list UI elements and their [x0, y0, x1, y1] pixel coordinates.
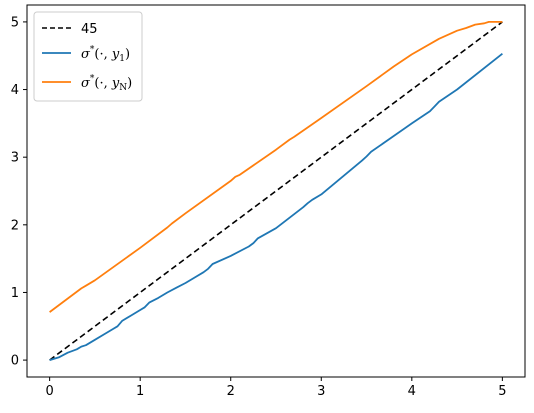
legend-label-yN: σ*(·, yN): [81, 74, 132, 93]
legend-yN-end: ): [127, 76, 132, 91]
x-tick-label: 3: [317, 384, 325, 399]
legend-y1-sigma: σ: [81, 47, 91, 62]
legend-yN-sub: N: [119, 83, 127, 93]
series-layer: [49, 21, 503, 361]
legend-box: [33, 11, 143, 102]
series-line-2: [49, 21, 503, 313]
x-tick-label: 1: [136, 384, 144, 399]
y-tick-label: 3: [11, 151, 19, 166]
y-axis: 0 1 2 3 4 5: [11, 15, 27, 369]
x-tick-label: 0: [45, 384, 53, 399]
legend-yN-sigma: σ: [81, 76, 91, 91]
y-tick-label: 5: [11, 15, 19, 30]
legend-y1-end: ): [125, 47, 130, 62]
x-tick-label: 5: [498, 384, 506, 399]
legend-y1-star: *: [90, 45, 95, 55]
y-tick-label: 0: [11, 354, 19, 369]
x-tick-label: 4: [408, 384, 416, 399]
legend: 45 σ*(·, y1) σ*(·, yN): [33, 11, 143, 102]
legend-yN-star: *: [90, 74, 95, 84]
legend-label-y1: σ*(·, y1): [81, 45, 130, 64]
x-axis: 0 1 2 3 4 5: [45, 377, 507, 399]
legend-label-45: 45: [81, 22, 98, 37]
legend-y1-mid: (·,: [94, 47, 111, 62]
y-tick-label: 2: [11, 218, 19, 233]
legend-y1-var: y: [111, 47, 120, 62]
legend-yN-mid: (·,: [94, 76, 111, 91]
legend-yN-var: y: [111, 76, 120, 91]
series-line-1: [49, 52, 503, 361]
y-tick-label: 4: [11, 83, 19, 98]
x-tick-label: 2: [227, 384, 235, 399]
series-line-0: [49, 21, 503, 361]
y-tick-label: 1: [11, 286, 19, 301]
legend-y1-sub: 1: [119, 54, 125, 64]
